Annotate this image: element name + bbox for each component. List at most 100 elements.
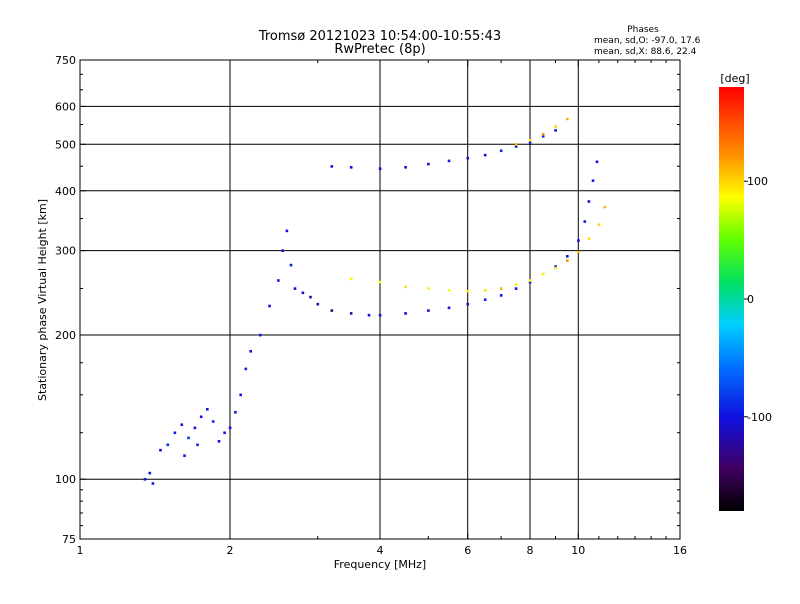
data-point-O — [466, 302, 470, 306]
data-point-X — [349, 277, 353, 281]
y-tick-label: 300 — [55, 245, 76, 258]
data-point-O — [483, 298, 487, 301]
data-point-X — [483, 289, 487, 292]
y-tick-label: 600 — [55, 100, 76, 113]
chart-title: Tromsø 20121023 10:54:00-10:55:43 — [258, 29, 501, 44]
data-point-X — [514, 283, 518, 286]
data-point-X — [427, 287, 430, 290]
data-point-O — [587, 200, 591, 203]
x-axis-ticks: 1 2 4 6 8 10 16 — [77, 60, 687, 557]
data-point-O — [173, 431, 177, 435]
data-point-O — [554, 265, 557, 268]
data-point-X — [378, 280, 382, 284]
y-tick-label: 500 — [55, 138, 76, 151]
y-tick-label: 100 — [55, 473, 76, 486]
data-point-O — [427, 162, 430, 166]
x-tick-label: 2 — [227, 544, 234, 557]
data-point-X — [404, 285, 407, 289]
data-point-O — [196, 443, 199, 447]
data-point-X — [603, 205, 607, 209]
data-point-O — [234, 411, 237, 414]
x-tick-label: 8 — [527, 544, 534, 557]
data-point-O — [499, 294, 503, 297]
data-point-X — [597, 223, 601, 226]
data-point-O — [289, 263, 293, 267]
data-point-O — [180, 423, 184, 426]
stats-line-x: mean, sd,X: 88.6, 22.4 — [594, 47, 697, 57]
data-point-O — [483, 153, 487, 157]
data-point-O — [309, 295, 312, 299]
colorbar-tick-label: 100 — [747, 175, 768, 188]
data-point-O — [499, 149, 503, 153]
x-tick-label: 10 — [571, 544, 585, 557]
data-point-O — [404, 166, 407, 169]
data-point-O — [239, 393, 242, 397]
data-point-X — [528, 279, 532, 282]
data-point-X — [514, 143, 518, 146]
data-point-O — [577, 239, 580, 242]
colorbar-unit-label: [deg] — [720, 72, 749, 85]
data-point-O — [143, 478, 147, 481]
y-tick-label: 75 — [62, 533, 76, 546]
data-point-O — [591, 179, 595, 182]
x-axis-label: Frequency [MHz] — [334, 558, 426, 571]
data-point-O — [514, 145, 518, 148]
data-point-X — [447, 289, 451, 292]
data-point-O — [466, 156, 470, 160]
colorbar — [719, 87, 744, 511]
data-point-O — [447, 306, 451, 310]
data-point-O — [259, 333, 262, 337]
data-point-O — [566, 255, 569, 258]
data-point-O — [301, 291, 305, 295]
data-point-O — [183, 454, 186, 457]
data-point-O — [447, 159, 451, 163]
x-tick-label: 16 — [673, 544, 687, 557]
data-point-O — [541, 135, 545, 138]
data-point-X — [577, 250, 580, 254]
data-point-O — [193, 426, 197, 430]
colorbar-tick-label: 0 — [747, 293, 754, 306]
data-point-O — [281, 249, 284, 252]
data-point-O — [151, 482, 155, 485]
x-tick-label: 6 — [464, 544, 471, 557]
data-point-X — [566, 117, 569, 121]
data-point-O — [528, 280, 532, 284]
stats-heading: Phases — [627, 25, 659, 35]
data-point-X — [528, 139, 532, 142]
data-point-O — [217, 440, 221, 443]
data-point-X — [587, 237, 591, 240]
data-point-X — [554, 125, 557, 128]
data-point-X — [499, 287, 503, 290]
data-point-O — [316, 302, 320, 306]
y-tick-label: 750 — [55, 54, 76, 67]
data-point-O — [427, 309, 430, 312]
data-point-O — [528, 141, 532, 144]
data-point-O — [554, 129, 557, 132]
data-point-O — [277, 279, 280, 282]
data-point-O — [249, 350, 252, 353]
data-point-O — [514, 287, 518, 290]
y-tick-label: 200 — [55, 329, 76, 342]
data-point-O — [367, 313, 371, 317]
data-point-O — [268, 304, 271, 308]
data-points — [143, 117, 607, 485]
data-point-O — [148, 471, 152, 475]
x-tick-label: 1 — [77, 544, 84, 557]
data-point-X — [566, 259, 569, 262]
data-point-X — [541, 272, 545, 276]
data-point-O — [228, 426, 232, 430]
data-point-X — [466, 289, 470, 293]
data-point-O — [404, 312, 407, 315]
data-point-O — [349, 312, 353, 315]
y-tick-label: 400 — [55, 185, 76, 198]
data-point-O — [244, 367, 248, 371]
data-point-O — [330, 165, 334, 168]
data-point-O — [285, 229, 289, 233]
data-point-X — [541, 133, 545, 136]
colorbar-tick-label: -100 — [747, 411, 772, 424]
chart-subtitle: RwPretec (8p) — [334, 42, 425, 57]
data-point-O — [330, 309, 334, 312]
grid-lines — [80, 60, 680, 539]
data-point-O — [378, 313, 382, 317]
